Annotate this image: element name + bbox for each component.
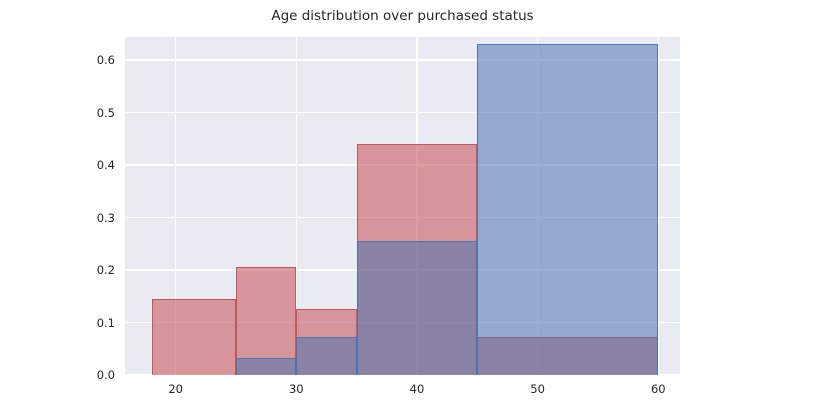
y-tick-label: 0.6 (96, 53, 115, 68)
plot-area (125, 37, 680, 376)
gridline-vertical (295, 37, 298, 375)
gridline-horizontal (125, 374, 680, 376)
histogram-bar-red (151, 298, 236, 375)
gridline-horizontal (125, 111, 680, 114)
chart-title: Age distribution over purchased status (271, 8, 534, 24)
gridline-vertical (174, 37, 177, 375)
y-tick-label: 0.4 (96, 158, 115, 173)
x-tick-label: 60 (650, 382, 666, 396)
histogram-bar-red (236, 267, 297, 375)
histogram-bar-blue (356, 241, 478, 375)
y-tick-label: 0.1 (96, 315, 115, 330)
gridline-horizontal (125, 59, 680, 61)
y-tick-label: 0.0 (96, 368, 115, 382)
y-tick-label: 0.3 (96, 210, 115, 225)
x-tick-label: 40 (409, 382, 425, 396)
x-tick-label: 30 (288, 382, 304, 396)
x-tick-label: 50 (530, 382, 545, 396)
histogram-bar-blue (236, 358, 297, 375)
gridline-vertical (657, 37, 659, 375)
y-tick-label: 0.5 (96, 105, 115, 120)
histogram-bar-blue (477, 44, 659, 375)
histogram-bar-blue (296, 336, 357, 375)
x-tick-label: 20 (168, 382, 183, 396)
y-tick-label: 0.2 (96, 263, 115, 278)
